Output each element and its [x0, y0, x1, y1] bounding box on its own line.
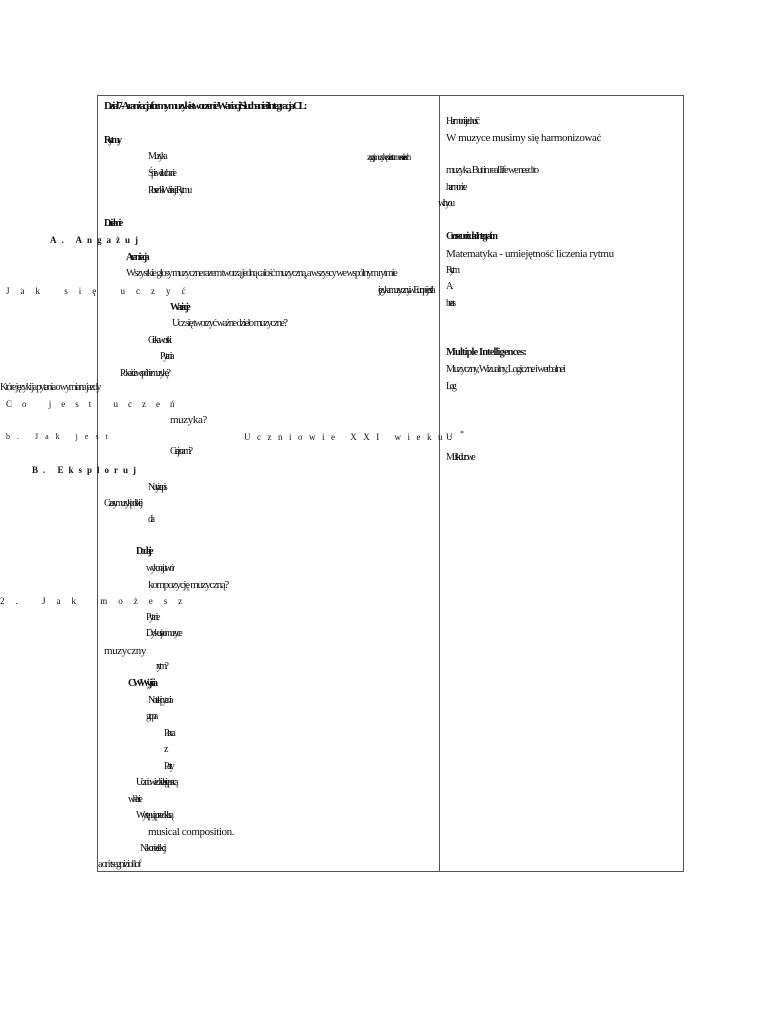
item-graj-z: Graj z nami? — [170, 446, 193, 457]
item-nuty: Nuty i zapis — [148, 482, 168, 493]
item-wariacje: Wariacje — [170, 302, 191, 313]
right-note-zagraj: zagraj muzykę na instrumencie i ruch — [367, 152, 411, 162]
right-mi-text: Muzyczny, Wizualny, Logiczne i werbalnei — [446, 364, 566, 375]
margin-line-6: B. Eksploruj — [32, 465, 142, 475]
right-with: with you — [438, 198, 455, 209]
column-divider — [439, 95, 440, 872]
item-na-koniec: Na koniec lekcji — [140, 843, 167, 854]
item-muzyka-q: muzyka? — [170, 414, 207, 426]
right-rhythm: Rytm — [446, 265, 460, 276]
item-praca: Praca — [164, 728, 176, 739]
item-uczniowie: Uczniowie dzielą się pracą — [136, 777, 178, 788]
item-czasy: Czasy muzyki polskiej — [104, 498, 143, 509]
section-rytmy: Rytmy — [104, 135, 122, 146]
item-rytm: rytm? — [156, 661, 169, 672]
center-reversed-line: Uczniowie XXI wieku: — [244, 432, 458, 442]
item-pokaz: Pokażcie wspólnie muzykę? — [120, 368, 171, 379]
right-harmonize: harmonize — [446, 182, 467, 193]
item-piosenki: Piosenki i Wariacje Rytmu — [148, 185, 192, 196]
right-star: * — [460, 429, 464, 438]
item-dla: dla — [148, 514, 155, 525]
item-pytania: Pytania — [160, 351, 174, 362]
item-notatki: Notatki i pytania — [148, 695, 174, 706]
item-pytanie: Pytanie — [146, 612, 160, 623]
item-dodaje: Dodaje — [136, 546, 154, 557]
right-a: A. — [446, 281, 453, 292]
margin-line-5: b. Jak jest — [6, 432, 115, 441]
item-sluchanie: Śpiew i słuchanie — [148, 168, 177, 179]
right-multi: Multi-kulturowe — [446, 452, 476, 463]
item-grupa: grupa — [146, 711, 158, 722]
item-footer-cut: a or i tsegniziol lof — [98, 859, 142, 870]
item-aranzacja: Aranżacja — [126, 252, 150, 263]
item-ciekawostki: Ciekawostki — [148, 335, 172, 346]
right-beats: beats — [446, 298, 456, 309]
right-note-jezyk: języka muzyczny i w Europie jest. Ja — [378, 285, 436, 296]
item-cw-wyjscia: CW Wyjścia — [128, 678, 158, 689]
margin-line-7: 2. Jak możesz — [0, 596, 194, 606]
right-u: U — [446, 432, 453, 442]
section-dzialanie: Działanie — [104, 218, 123, 229]
item-wykonaj: wykonaj utwór — [146, 563, 175, 574]
item-wystepuja: Występują przed klasą — [136, 810, 174, 821]
margin-line-1: A. Angażuj — [50, 235, 144, 245]
right-log: Log — [446, 381, 457, 392]
right-mi-heading: Multiple Intelligences: — [446, 347, 527, 358]
item-kompozycja: kompozycję muzyczną? — [148, 579, 229, 591]
item-party: Party — [164, 761, 175, 772]
margin-line-3: Które języki ja pytania o wymiana jazdy — [0, 382, 101, 393]
item-z: z — [164, 744, 168, 755]
item-dyskusja: Dyskusja o muzyce — [146, 628, 183, 639]
right-harmonia: Harmonia i jedność — [446, 116, 480, 127]
lesson-table — [97, 95, 684, 872]
item-ucz-sie: Ucz się tworzyć ważne dzieło muzyczne? — [172, 318, 288, 329]
right-math-heading: Cross-curricular Integration — [446, 231, 498, 242]
item-musical-composition: musical composition. — [148, 826, 235, 838]
right-w-muzyce: W muzyce musimy się harmonizować — [446, 132, 602, 144]
margin-line-2: Jak się uczyć — [6, 286, 197, 296]
right-math-text: Matematyka - umiejętność liczenia rytmu — [446, 248, 614, 260]
right-muzyka-but: muzyka. But in real life we need to — [446, 165, 539, 176]
item-w-klasie: w klasie — [128, 794, 143, 805]
unit-heading: Dział 7- Aranżacja formy muzyki stworzen… — [104, 100, 307, 112]
item-wszystkie: Wszystkie głosy muzyczne razem tworzą je… — [126, 268, 398, 279]
item-muzyka: Muzyka — [148, 151, 168, 162]
item-muzyczny: muzyczny — [104, 645, 147, 657]
margin-line-4: Co jest uczeń — [6, 399, 185, 409]
